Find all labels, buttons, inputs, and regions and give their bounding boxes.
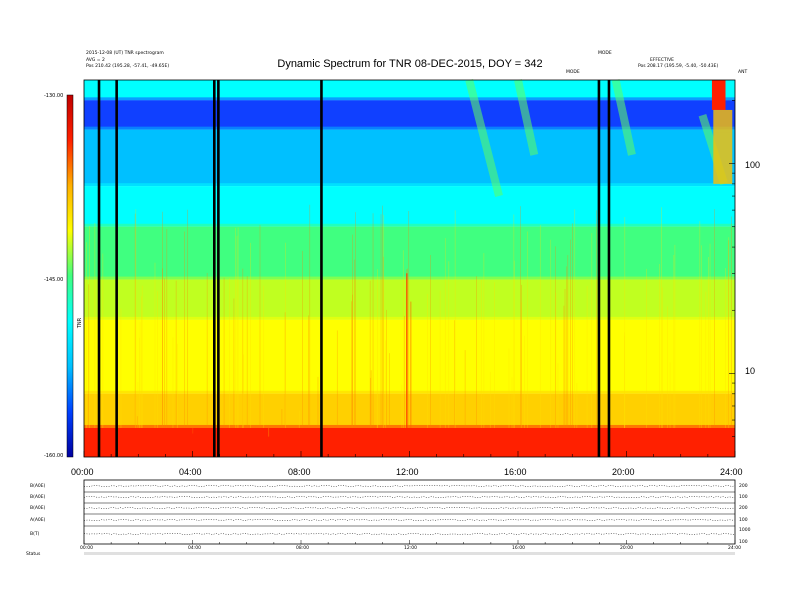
x-tick-label: 24:00 xyxy=(720,467,743,477)
data-gap-bar xyxy=(97,80,101,457)
lower-row-label: A(A0E) xyxy=(30,518,46,523)
spectrum-blend xyxy=(84,276,735,283)
lower-panel xyxy=(83,479,736,555)
spectrum-band xyxy=(84,80,735,101)
lower-row-label: B(A0E) xyxy=(30,506,46,511)
spectrum-band xyxy=(84,279,735,320)
y-tick-label: 100 xyxy=(745,160,761,170)
status-strip xyxy=(84,552,735,555)
spectrum-blend xyxy=(84,223,735,230)
x-tick-label: 20:00 xyxy=(612,467,635,477)
lower-right-label: 1000 xyxy=(739,528,751,533)
colorbar-label: TNR xyxy=(77,317,84,329)
spectrum-band xyxy=(84,393,735,428)
x-tick-label: 12:00 xyxy=(396,467,419,477)
spectrogram xyxy=(83,79,735,457)
spectrum-blend xyxy=(84,126,735,133)
data-gap-bar xyxy=(607,80,611,457)
spectrum-hotspot xyxy=(713,109,733,184)
colorbar-tick-label: -145.00 xyxy=(44,277,64,283)
x-tick-label: 04:00 xyxy=(179,467,202,477)
data-gap-bar xyxy=(320,80,323,457)
lower-row-label: B(A0E) xyxy=(30,484,46,489)
spectrum-blend xyxy=(84,424,735,431)
lower-trace xyxy=(83,484,736,488)
lower-row-label: B(T) xyxy=(30,532,40,537)
header-left-line1: 2015-12-08 (UT) TNR spectrogram xyxy=(86,51,164,56)
lower-x-tick: 04:00 xyxy=(188,546,201,551)
header-right-line3: Pos 208.17 (195.59, -5.40, -50.43E) xyxy=(638,64,719,69)
colorbar-tick-label: -130.00 xyxy=(44,93,64,99)
lower-panel-frame xyxy=(83,479,736,545)
x-tick-label: 16:00 xyxy=(504,467,527,477)
data-gaps xyxy=(97,80,611,457)
colorbar-gradient xyxy=(66,94,74,458)
lower-x-tick: 16:00 xyxy=(512,546,525,551)
spectrum-blend xyxy=(84,316,735,323)
lower-right-label: 100 xyxy=(739,495,748,500)
header-ant-label: ANT xyxy=(738,70,748,75)
lower-x-tick: 24:00 xyxy=(728,546,741,551)
colorbar xyxy=(66,94,74,458)
spectrum-band xyxy=(84,319,735,394)
y-tick-label: 10 xyxy=(745,366,756,376)
spectrum-band xyxy=(84,226,735,280)
spectrum-drift xyxy=(611,79,636,156)
spectrum-blend xyxy=(84,183,735,190)
lower-x-tick: 08:00 xyxy=(296,546,309,551)
lower-right-label: 200 xyxy=(739,506,748,511)
data-gap-bar xyxy=(597,80,601,457)
spectrum-drift xyxy=(465,79,503,198)
x-tick-label: 08:00 xyxy=(288,467,311,477)
data-gap-bar xyxy=(217,80,220,457)
spectrum-blend xyxy=(84,97,735,104)
spectrum-blend xyxy=(84,390,735,397)
lower-x-tick: 00:00 xyxy=(80,546,93,551)
header-left-line2: AVG = 2 xyxy=(86,58,105,63)
lower-trace xyxy=(83,532,736,536)
data-gap-bar xyxy=(213,80,216,457)
lower-x-tick: 20:00 xyxy=(620,546,633,551)
lower-right-label: 200 xyxy=(739,484,748,489)
spectrum-drift xyxy=(514,79,539,156)
header-mode-marker: MODE xyxy=(566,70,580,75)
plot-frame xyxy=(83,79,736,458)
x-tick-label: 00:00 xyxy=(71,467,94,477)
header-right-line1: MODE xyxy=(598,51,612,56)
header-right-line2: EFFECTIVE xyxy=(650,58,675,63)
data-gap-bar xyxy=(115,80,118,457)
spectrum-band xyxy=(84,129,735,187)
lower-x-tick: 12:00 xyxy=(404,546,417,551)
lower-right-label: 100 xyxy=(739,518,748,523)
chart-title: Dynamic Spectrum for TNR 08-DEC-2015, DO… xyxy=(277,58,543,70)
lower-trace xyxy=(83,495,736,499)
header-left-line3: Pos 210.42 (195.28, -57.41, -49.65E) xyxy=(86,64,170,69)
spectrum-band xyxy=(84,186,735,227)
lower-row-label: B(A0E) xyxy=(30,495,46,500)
lower-row-label: Status xyxy=(26,552,41,557)
colorbar-tick-label: -160.00 xyxy=(44,453,64,459)
spectrum-band xyxy=(84,100,735,130)
lower-right-label: 100 xyxy=(739,540,748,545)
lower-trace xyxy=(83,518,736,522)
spectrum-hotspot xyxy=(711,80,726,110)
